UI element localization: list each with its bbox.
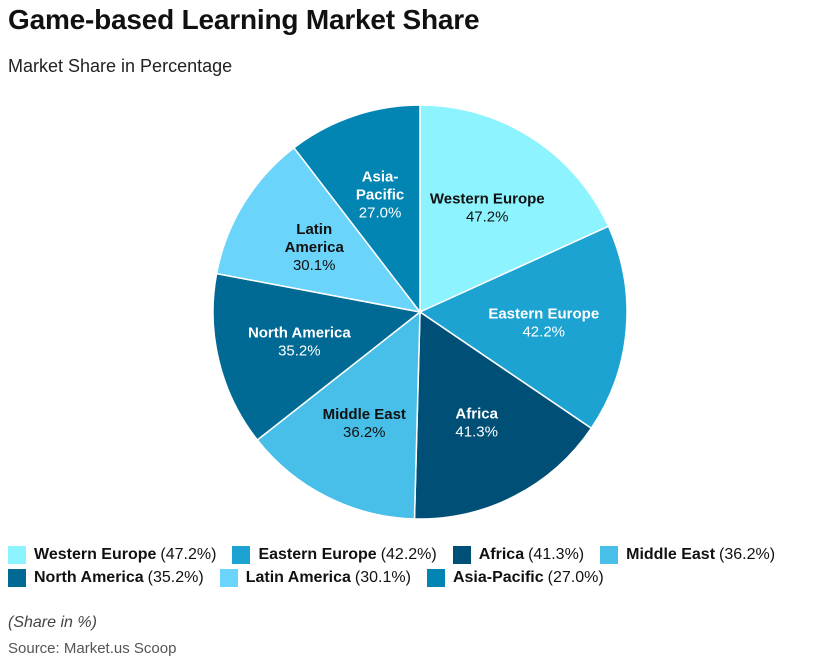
legend-swatch xyxy=(600,546,619,564)
legend-label: Latin America xyxy=(245,569,351,586)
legend-item-asia-pacific: Asia-Pacific (27.0%) xyxy=(426,569,604,587)
slice-value-text: 41.3% xyxy=(455,424,498,441)
slice-value-text: 30.1% xyxy=(293,257,336,274)
slice-value-text: 42.2% xyxy=(522,324,565,341)
slice-name-text: America xyxy=(285,239,345,256)
legend-item-latin-america: Latin America (30.1%) xyxy=(219,569,411,587)
slice-name-text: North America xyxy=(248,325,351,342)
legend-value: (27.0%) xyxy=(547,569,604,586)
slice-name-text: Middle East xyxy=(323,406,406,423)
slice-value-text: 35.2% xyxy=(278,343,321,360)
slice-value-text: 47.2% xyxy=(466,209,509,226)
legend-value: (42.2%) xyxy=(380,546,437,563)
pie-slice-latin-america xyxy=(215,146,422,314)
legend-item-middle-east: Middle East (36.2%) xyxy=(600,546,775,564)
legend-value: (36.2%) xyxy=(719,546,776,563)
pie-slice-north-america xyxy=(212,272,422,442)
pie-slice-africa xyxy=(413,310,593,520)
legend-swatch xyxy=(426,569,445,587)
legend-value: (41.3%) xyxy=(528,546,585,563)
legend-label: Western Europe xyxy=(34,546,157,563)
chart-title: Game-based Learning Market Share xyxy=(8,4,480,35)
share-note: (Share in %) xyxy=(8,614,97,631)
slice-value-text: 36.2% xyxy=(343,424,386,441)
slice-name-text: Africa xyxy=(455,406,498,423)
slice-name-text: Eastern Europe xyxy=(488,306,599,323)
legend-label: Africa xyxy=(478,546,525,563)
legend-item-western-europe: Western Europe (47.2%) xyxy=(8,546,216,564)
legend-row: North America (35.2%) Latin America (30.1%)… xyxy=(8,567,828,589)
legend-swatch xyxy=(452,546,471,564)
source-text: Source: Market.us Scoop xyxy=(8,640,177,657)
legend-label: Middle East xyxy=(626,546,716,563)
legend-item-eastern-europe: Eastern Europe (42.2%) xyxy=(232,546,437,564)
legend-swatch xyxy=(219,569,238,587)
chart-subtitle: Market Share in Percentage xyxy=(8,56,233,76)
legend-item-north-america: North America (35.2%) xyxy=(8,569,204,587)
legend-swatch xyxy=(8,546,26,564)
pie-slice-middle-east xyxy=(256,310,421,520)
chart-legend: Western Europe (47.2%) Eastern Europe (42.2… xyxy=(8,544,828,590)
legend-row: Western Europe (47.2%) Eastern Europe (42.2… xyxy=(8,544,828,566)
legend-label: Eastern Europe xyxy=(258,546,377,563)
pie-slice-western-europe xyxy=(419,104,610,314)
pie-slice-asia-pacific xyxy=(292,104,421,315)
legend-value: (35.2%) xyxy=(147,569,204,586)
pie-slice-eastern-europe xyxy=(418,225,628,430)
slice-value-text: 27.0% xyxy=(359,204,402,221)
slice-name-text: Asia- xyxy=(362,168,399,185)
legend-item-africa: Africa (41.3%) xyxy=(452,546,585,564)
slice-name-text: Latin xyxy=(296,221,332,238)
legend-swatch xyxy=(8,569,26,587)
legend-label: Asia-Pacific xyxy=(452,569,544,586)
slice-name-text: Western Europe xyxy=(430,191,545,208)
slice-name-text: Pacific xyxy=(356,186,404,203)
legend-value: (30.1%) xyxy=(354,569,411,586)
legend-label: North America xyxy=(34,569,144,586)
legend-swatch xyxy=(232,546,251,564)
legend-value: (47.2%) xyxy=(160,546,217,563)
